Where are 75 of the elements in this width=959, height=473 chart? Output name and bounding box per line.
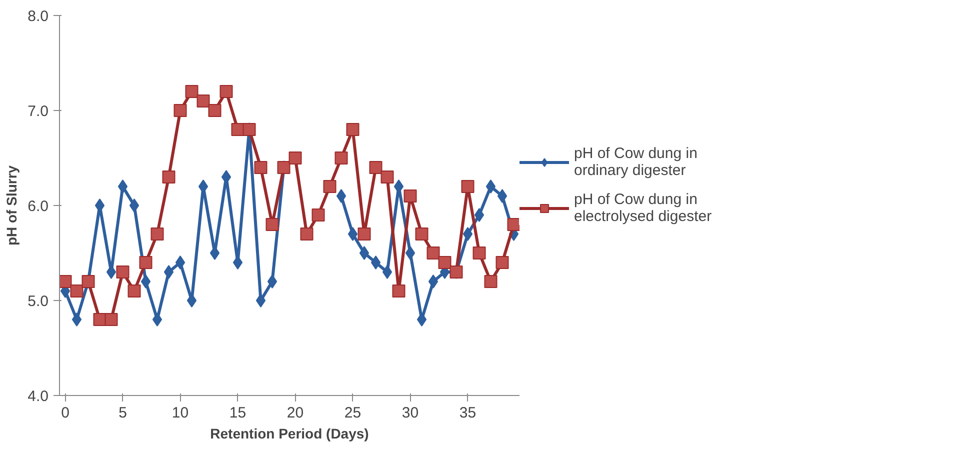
point [312,208,325,222]
point [232,256,243,270]
point [128,284,141,298]
point [428,274,438,288]
point [174,104,187,117]
x-tick-label: 25 [344,404,362,422]
x-tick-label: 20 [286,404,304,422]
point [72,312,82,326]
point [164,265,174,279]
legend-label: pH of Cow dung in electrolysed digester [574,191,712,225]
point [358,228,371,240]
point [438,256,452,269]
x-tick-label: 15 [229,404,246,422]
point [486,180,496,194]
point [162,170,176,184]
point [175,256,186,270]
point [496,256,509,269]
point [484,275,498,288]
point [474,208,484,222]
y-tick-label: 6.0 [28,198,49,215]
point [380,170,394,184]
x-axis-title: Retention Period (Days) [210,426,369,442]
point [461,180,474,193]
point [382,265,392,279]
point [426,246,440,260]
point [116,266,130,278]
x-tick-label: 0 [61,404,70,422]
point [196,94,210,108]
point [256,294,266,308]
point [405,246,416,260]
point [150,228,164,240]
point [198,180,208,194]
point [70,284,84,298]
point [140,274,151,288]
y-tick-label: 8.0 [28,8,49,25]
point [359,246,370,260]
point [497,189,508,203]
point [323,180,336,193]
legend-label: pH of Cow dung in ordinary digester [574,145,698,179]
y-axis-title: pH of Slurry [4,165,20,246]
point [266,218,279,231]
point [129,198,140,212]
y-tick-label: 7.0 [28,103,49,120]
point [139,256,152,269]
point [254,161,268,174]
x-tick-label: 5 [118,404,127,422]
point [267,274,278,288]
x-tick-label: 10 [172,404,189,422]
point [185,85,198,98]
point [334,152,348,164]
point [220,85,233,98]
point [415,228,428,240]
point [208,104,222,117]
point [370,256,381,270]
point [404,190,417,202]
point [346,123,360,136]
point [507,218,520,231]
point [152,312,162,326]
point [104,313,118,326]
y-tick-label: 4.0 [28,388,49,405]
point [416,312,427,326]
point [118,180,128,194]
x-tick-label: 35 [459,404,476,422]
point [472,246,486,260]
point [462,227,473,241]
point [392,284,406,298]
point [186,294,197,308]
point [336,189,346,203]
x-tick-label: 30 [402,404,419,422]
y-tick-label: 5.0 [28,293,49,310]
point [300,228,314,240]
point [60,275,72,288]
point [288,152,302,164]
point [369,161,382,174]
point [348,227,358,241]
